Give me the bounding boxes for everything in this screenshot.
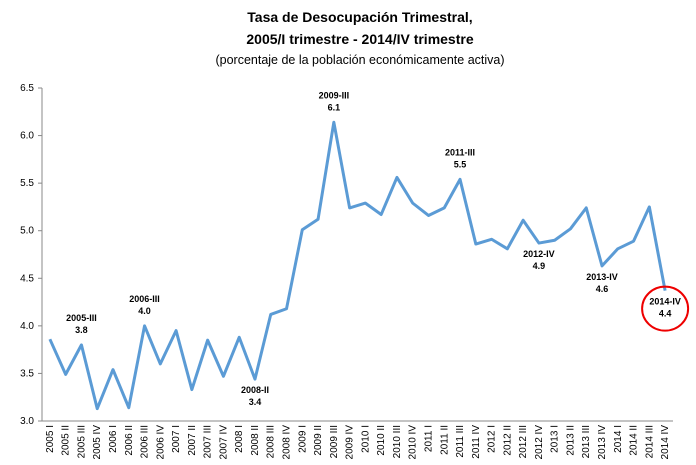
point-label: 2014-IV	[649, 297, 681, 307]
x-tick-label: 2007 II	[187, 425, 198, 456]
x-tick-label: 2010 II	[376, 425, 387, 456]
x-tick-label: 2011 II	[439, 425, 450, 455]
x-tick-label: 2008 I	[234, 425, 245, 453]
value-label: 4.6	[596, 284, 609, 294]
x-tick-label: 2005 III	[76, 425, 87, 458]
point-label: 2009-III	[319, 90, 350, 100]
x-tick-label: 2006 II	[124, 425, 135, 456]
x-tick-label: 2013 III	[581, 425, 592, 458]
x-tick-label: 2009 I	[297, 425, 308, 453]
x-tick-label: 2008 IV	[282, 425, 293, 460]
y-tick-label: 6.5	[20, 83, 34, 94]
y-tick-label: 3.0	[20, 416, 34, 427]
x-tick-label: 2012 IV	[534, 425, 545, 460]
x-tick-label: 2010 IV	[408, 425, 419, 460]
x-tick-label: 2007 I	[171, 425, 182, 453]
x-tick-label: 2010 III	[392, 425, 403, 458]
point-label: 2012-IV	[523, 249, 555, 259]
value-label: 4.9	[533, 261, 546, 271]
x-tick-label: 2005 IV	[92, 425, 103, 460]
chart-title: Tasa de Desocupación Trimestral,	[247, 9, 472, 25]
value-label: 4.0	[138, 306, 151, 316]
value-label: 6.1	[328, 102, 341, 112]
x-tick-label: 2009 III	[329, 425, 340, 458]
x-tick-label: 2013 I	[550, 425, 561, 453]
y-tick-label: 6.0	[20, 131, 34, 142]
x-tick-label: 2008 III	[266, 425, 277, 458]
x-tick-label: 2005 II	[61, 425, 72, 456]
x-tick-label: 2007 IV	[218, 425, 229, 460]
chart-title: 2005/I trimestre - 2014/IV trimestre	[246, 31, 473, 47]
value-label: 4.4	[659, 309, 672, 319]
x-tick-label: 2014 I	[613, 425, 624, 453]
x-tick-label: 2014 III	[644, 425, 655, 458]
value-label: 5.5	[454, 159, 467, 169]
y-tick-label: 3.5	[20, 368, 34, 379]
x-tick-label: 2014 IV	[660, 425, 671, 460]
value-label: 3.4	[249, 397, 262, 407]
x-tick-label: 2005 I	[45, 425, 56, 453]
x-tick-label: 2009 IV	[345, 425, 356, 460]
x-tick-label: 2006 III	[140, 425, 151, 458]
x-tick-label: 2006 IV	[155, 425, 166, 460]
point-label: 2006-III	[129, 294, 160, 304]
value-label: 3.8	[75, 325, 88, 335]
x-tick-label: 2010 I	[360, 425, 371, 453]
x-tick-label: 2007 III	[203, 425, 214, 458]
x-tick-label: 2012 III	[518, 425, 529, 458]
x-tick-label: 2012 II	[502, 425, 513, 456]
x-tick-label: 2011 IV	[471, 425, 482, 459]
point-label: 2013-IV	[586, 272, 618, 282]
point-label: 2008-II	[241, 385, 269, 395]
point-label: 2005-III	[66, 313, 97, 323]
x-tick-label: 2008 II	[250, 425, 261, 456]
x-tick-label: 2012 I	[487, 425, 498, 453]
point-label: 2011-III	[445, 147, 475, 157]
highlight-circle	[641, 285, 690, 332]
y-tick-label: 4.0	[20, 321, 34, 332]
chart-subtitle: (porcentaje de la población económicamen…	[215, 53, 504, 67]
x-tick-label: 2011 III	[455, 425, 466, 458]
x-tick-label: 2011 I	[423, 425, 434, 452]
x-tick-label: 2013 II	[565, 425, 576, 456]
y-tick-label: 4.5	[20, 273, 34, 284]
x-tick-label: 2013 IV	[597, 425, 608, 460]
x-tick-label: 2006 I	[108, 425, 119, 453]
x-tick-label: 2009 II	[313, 425, 324, 456]
y-tick-label: 5.5	[20, 178, 34, 189]
y-tick-label: 5.0	[20, 226, 34, 237]
data-line	[48, 120, 667, 411]
x-tick-label: 2014 II	[629, 425, 640, 456]
